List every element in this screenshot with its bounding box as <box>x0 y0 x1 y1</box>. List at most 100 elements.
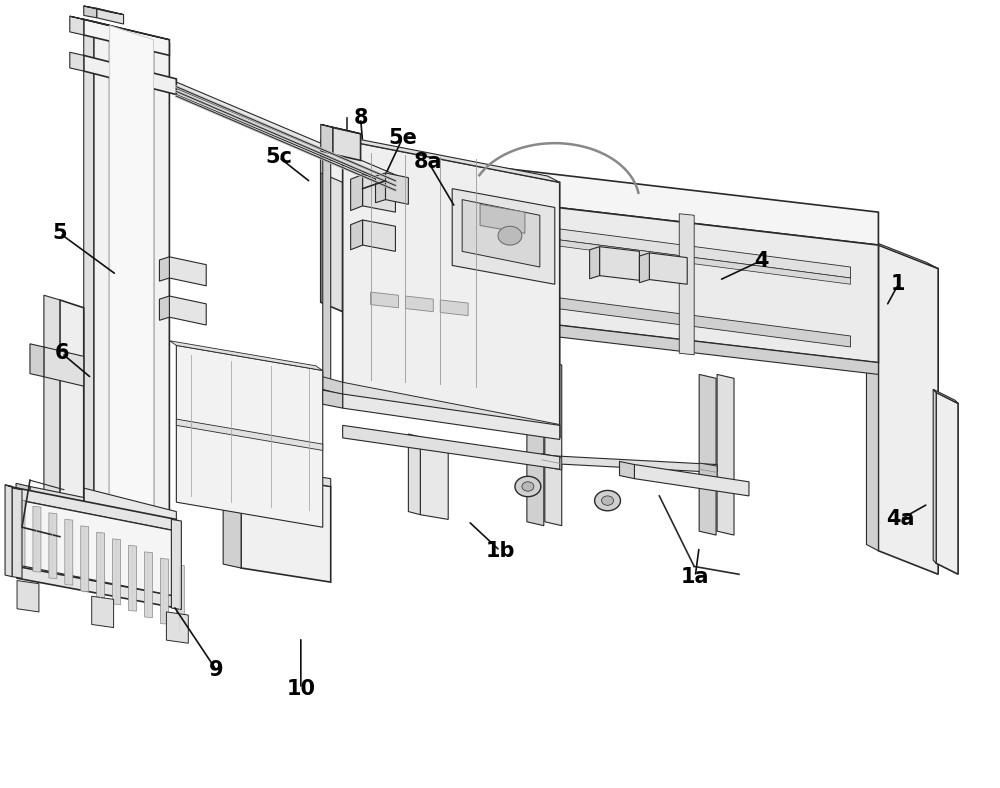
Polygon shape <box>440 300 468 316</box>
Text: 1: 1 <box>891 274 906 294</box>
Polygon shape <box>153 39 169 533</box>
Circle shape <box>498 226 522 245</box>
Polygon shape <box>395 277 851 347</box>
Text: 1a: 1a <box>681 567 709 586</box>
Polygon shape <box>540 455 717 472</box>
Polygon shape <box>866 239 938 269</box>
Polygon shape <box>241 465 331 486</box>
Polygon shape <box>620 462 634 478</box>
Text: 6: 6 <box>55 344 69 363</box>
Circle shape <box>522 481 534 491</box>
Polygon shape <box>159 257 169 281</box>
Polygon shape <box>70 17 84 35</box>
Polygon shape <box>343 140 560 437</box>
Polygon shape <box>351 174 363 210</box>
Polygon shape <box>159 296 169 320</box>
Polygon shape <box>5 485 22 489</box>
Polygon shape <box>60 300 84 511</box>
Polygon shape <box>176 82 398 182</box>
Polygon shape <box>371 292 398 308</box>
Text: 5c: 5c <box>265 147 292 167</box>
Circle shape <box>595 490 620 511</box>
Text: 4a: 4a <box>886 509 915 530</box>
Text: 9: 9 <box>209 660 224 680</box>
Polygon shape <box>17 500 176 597</box>
Polygon shape <box>321 140 343 182</box>
Polygon shape <box>84 20 94 511</box>
Polygon shape <box>67 519 176 567</box>
Polygon shape <box>405 296 433 312</box>
Polygon shape <box>143 36 153 530</box>
Polygon shape <box>16 551 50 574</box>
Polygon shape <box>65 519 73 585</box>
Polygon shape <box>679 214 694 355</box>
Polygon shape <box>16 483 30 504</box>
Polygon shape <box>7 512 16 539</box>
Polygon shape <box>343 300 878 374</box>
Polygon shape <box>44 296 60 504</box>
Polygon shape <box>343 426 560 469</box>
Polygon shape <box>169 257 206 286</box>
Polygon shape <box>12 488 22 578</box>
Polygon shape <box>166 612 188 643</box>
Polygon shape <box>84 55 176 95</box>
Polygon shape <box>70 52 84 71</box>
Polygon shape <box>84 488 176 527</box>
Polygon shape <box>343 382 560 437</box>
Polygon shape <box>33 507 41 572</box>
Polygon shape <box>527 361 544 526</box>
Polygon shape <box>17 488 176 531</box>
Polygon shape <box>343 394 560 440</box>
Polygon shape <box>649 253 687 284</box>
Polygon shape <box>639 253 649 283</box>
Polygon shape <box>49 513 57 578</box>
Polygon shape <box>420 437 448 519</box>
Polygon shape <box>331 134 560 182</box>
Polygon shape <box>44 347 84 386</box>
Polygon shape <box>169 340 323 370</box>
Polygon shape <box>84 20 169 55</box>
Polygon shape <box>97 533 105 598</box>
Polygon shape <box>160 559 168 624</box>
Text: 5: 5 <box>53 223 67 243</box>
Polygon shape <box>545 361 562 526</box>
Text: 8a: 8a <box>414 152 443 172</box>
Polygon shape <box>143 36 169 43</box>
Polygon shape <box>321 140 343 312</box>
Polygon shape <box>110 25 153 530</box>
Polygon shape <box>936 392 958 574</box>
Polygon shape <box>176 345 323 527</box>
Polygon shape <box>102 539 114 582</box>
Polygon shape <box>343 150 878 245</box>
Polygon shape <box>363 220 395 251</box>
Polygon shape <box>323 390 343 408</box>
Polygon shape <box>933 389 958 403</box>
Polygon shape <box>17 500 25 566</box>
Polygon shape <box>866 239 878 551</box>
Polygon shape <box>542 454 562 470</box>
Polygon shape <box>129 545 137 611</box>
Polygon shape <box>408 434 420 515</box>
Polygon shape <box>70 17 169 39</box>
Polygon shape <box>70 535 82 578</box>
Polygon shape <box>395 218 851 284</box>
Polygon shape <box>30 486 84 515</box>
Polygon shape <box>323 377 343 395</box>
Polygon shape <box>385 173 408 204</box>
Polygon shape <box>70 485 84 504</box>
Polygon shape <box>134 543 145 585</box>
Polygon shape <box>878 245 938 574</box>
Polygon shape <box>97 9 124 24</box>
Text: 4: 4 <box>754 251 768 271</box>
Polygon shape <box>5 485 12 577</box>
Polygon shape <box>176 419 323 451</box>
Polygon shape <box>634 465 749 496</box>
Text: 8: 8 <box>353 108 368 128</box>
Polygon shape <box>699 374 716 535</box>
Polygon shape <box>176 565 184 630</box>
Polygon shape <box>462 199 540 267</box>
Polygon shape <box>169 296 206 325</box>
Polygon shape <box>171 519 181 610</box>
Polygon shape <box>321 125 333 154</box>
Polygon shape <box>933 389 936 563</box>
